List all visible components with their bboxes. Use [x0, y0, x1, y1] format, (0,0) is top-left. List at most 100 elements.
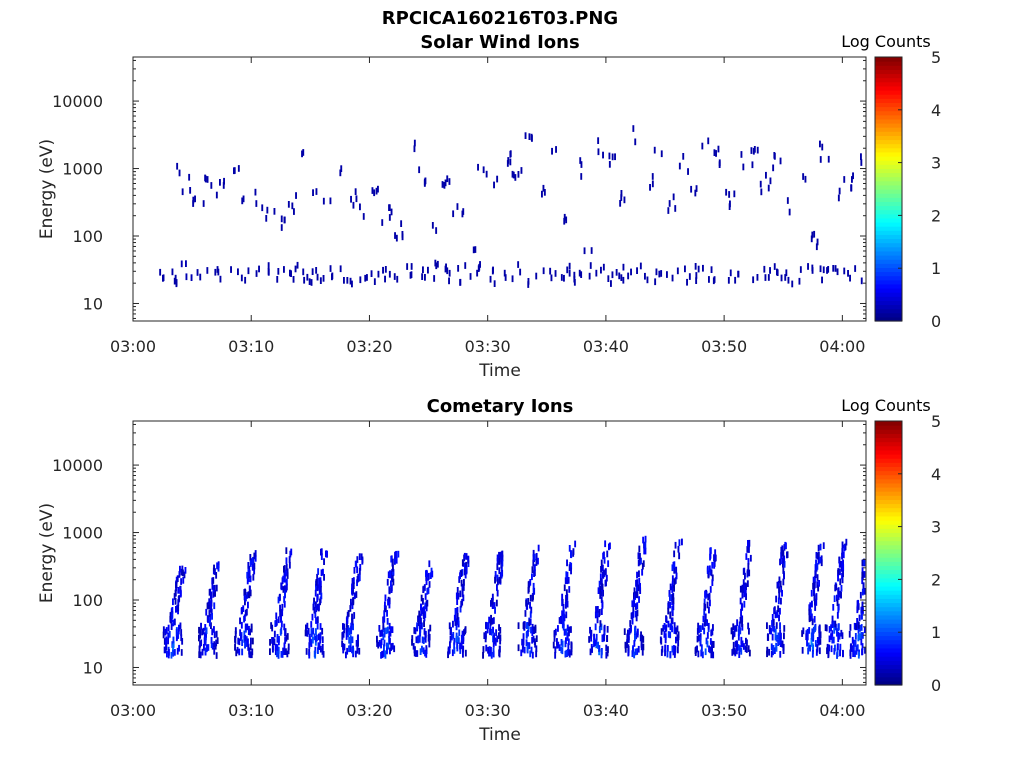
spectrogram-cell — [176, 162, 179, 170]
spectrogram-cell — [634, 627, 636, 635]
spectrogram-cell — [694, 649, 697, 656]
spectrogram-cell — [782, 556, 785, 563]
spectrogram-cell — [419, 617, 422, 625]
spectrogram-cell — [775, 645, 778, 652]
spectrogram-cell — [284, 629, 286, 637]
colorbar-segment — [875, 160, 902, 165]
spectrogram-cell — [596, 616, 599, 624]
spectrogram-cell — [740, 640, 743, 648]
spectrogram-cell — [742, 579, 745, 586]
spectrogram-cell — [284, 575, 286, 583]
x-axis-label: Time — [478, 725, 521, 745]
spectrogram-cell — [779, 629, 782, 636]
spectrogram-cell — [528, 580, 531, 588]
spectrogram-cell — [860, 632, 863, 639]
x-tick-label: 03:00 — [110, 337, 156, 356]
spectrogram-cell — [746, 639, 748, 647]
spectrogram-cell — [343, 626, 346, 634]
spectrogram-cell — [388, 622, 391, 630]
spectrogram-cell — [448, 277, 450, 285]
spectrogram-cell — [634, 634, 636, 642]
spectrogram-cell — [356, 566, 359, 574]
spectrogram-cell — [769, 177, 772, 185]
spectrogram-cell — [178, 595, 181, 602]
spectrogram-cell — [624, 646, 627, 653]
spectrogram-cell — [776, 269, 779, 276]
spectrogram-cell — [674, 205, 677, 212]
spectrogram-cell — [210, 596, 213, 604]
spectrogram-cell — [786, 197, 789, 204]
spectrogram-cell — [362, 213, 365, 220]
spectrogram-cell — [807, 642, 810, 650]
spectrogram-cell — [596, 606, 599, 613]
colorbar-segment — [875, 602, 902, 608]
spectrogram-cell — [636, 609, 639, 617]
spectrogram-cell — [245, 640, 248, 647]
colorbar-segment — [875, 647, 902, 653]
spectrogram-cell — [250, 637, 252, 645]
spectrogram-cell — [455, 623, 458, 631]
spectrogram-cell — [249, 560, 252, 567]
spectrogram-cell — [498, 558, 501, 565]
spectrogram-cell — [456, 203, 459, 210]
spectrogram-cell — [815, 243, 818, 251]
spectrogram-cell — [837, 574, 839, 582]
spectrogram-cell — [780, 585, 783, 593]
colorbar-segment — [875, 610, 902, 616]
spectrogram-cell — [246, 623, 249, 631]
spectrogram-cell — [563, 274, 565, 282]
spectrogram-cell — [345, 627, 348, 635]
spectrogram-cell — [570, 641, 573, 649]
spectrogram-cell — [315, 628, 317, 635]
colorbar-segment — [875, 250, 902, 256]
spectrogram-cell — [854, 633, 857, 640]
spectrogram-cell — [249, 628, 251, 636]
spectrogram-cell — [246, 592, 249, 599]
spectrogram-cell — [767, 274, 770, 281]
spectrogram-cell — [632, 645, 634, 652]
colorbar-tick-label: 3 — [931, 518, 941, 537]
spectrogram-cell — [810, 235, 813, 243]
spectrogram-cell — [857, 599, 860, 607]
spectrogram-cell — [184, 567, 187, 574]
spectrogram-cell — [828, 626, 831, 633]
spectrogram-cell — [222, 182, 225, 189]
spectrogram-cell — [744, 582, 747, 590]
spectrogram-cell — [320, 548, 323, 555]
spectrogram-cell — [815, 599, 818, 606]
spectrogram-cell — [206, 267, 209, 274]
colorbar-segment — [875, 271, 902, 277]
spectrogram-cell — [166, 650, 168, 658]
spectrogram-cell — [373, 189, 376, 197]
spectrogram-cell — [170, 623, 173, 630]
spectrogram-cell — [491, 617, 494, 625]
spectrogram-cell — [387, 642, 390, 650]
x-axis-ticks: 03:00 03:10 03:20 03:30 03:40 03:50 04:00 — [110, 421, 865, 720]
spectrogram-cell — [295, 192, 297, 199]
spectrogram-cell — [216, 562, 219, 570]
solar-wind-title: Solar Wind Ions — [420, 32, 579, 53]
spectrogram-cell — [308, 642, 311, 649]
spectrogram-cell — [651, 180, 654, 188]
spectrogram-cell — [567, 577, 570, 584]
spectrogram-cell — [351, 636, 354, 644]
y-axis-label: Energy (eV) — [37, 503, 57, 603]
spectrogram-cell — [234, 644, 236, 651]
spectrogram-cell — [190, 274, 193, 281]
colorbar-segment — [875, 569, 902, 575]
spectrogram-cell — [781, 545, 784, 553]
spectrogram-cell — [495, 629, 498, 636]
spectrogram-cell — [381, 629, 383, 637]
spectrogram-cell — [391, 642, 394, 650]
spectrogram-cell — [619, 200, 622, 207]
spectrogram-cell — [554, 628, 557, 636]
spectrogram-cell — [813, 230, 816, 238]
colorbar-segment — [875, 425, 902, 430]
spectrogram-cell — [401, 233, 404, 241]
spectrogram-cell — [382, 650, 385, 657]
spectrogram-cell — [562, 609, 565, 617]
spectrogram-cell — [387, 626, 389, 634]
spectrogram-cell — [425, 574, 428, 581]
spectrogram-cell — [388, 601, 391, 609]
